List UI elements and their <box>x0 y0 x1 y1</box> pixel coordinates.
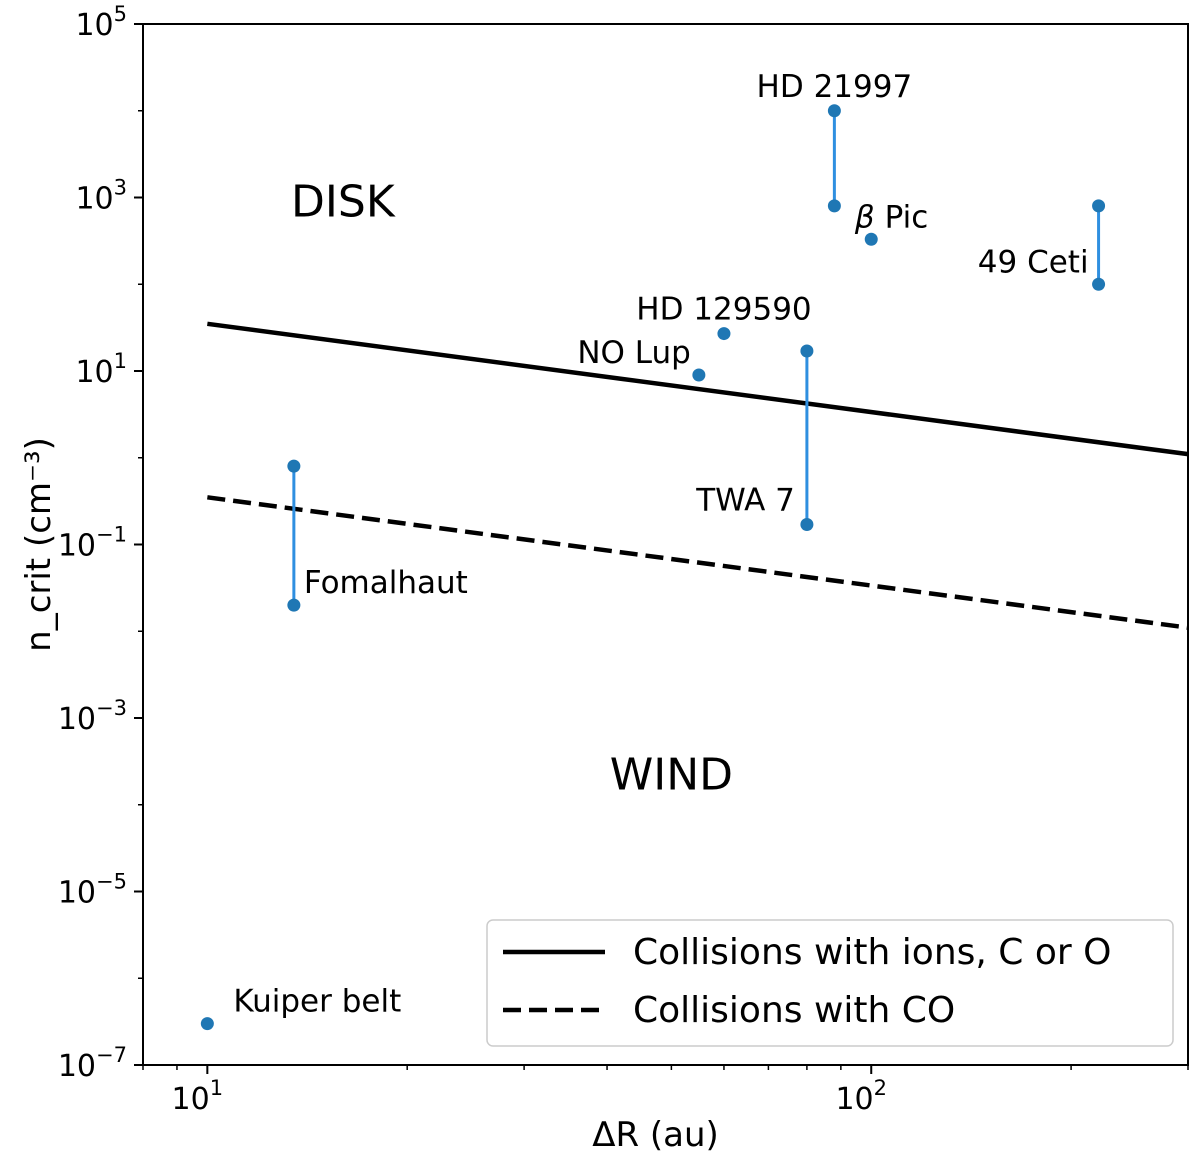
point-hd-21997 <box>827 104 841 118</box>
tick-exp: −1 <box>96 523 127 547</box>
label-prefix: β <box>854 199 885 235</box>
y-tick-label: 10−7 <box>58 1043 127 1084</box>
point-hd-21997 <box>827 199 841 213</box>
point-twa-7 <box>800 518 814 532</box>
series-line-ions <box>207 321 1189 457</box>
region-label-wind: WIND <box>610 749 733 800</box>
point-no-lup <box>692 368 706 382</box>
legend-box <box>486 919 1174 1047</box>
tick-exp: 5 <box>114 2 127 26</box>
y-tick-label: 105 <box>75 2 127 43</box>
label-kuiper-belt: Kuiper belt <box>233 984 401 1020</box>
tick-base: 10 <box>58 529 96 564</box>
point-labels: HD 21997 β Pic 49 Ceti HD 129590 NO Lup TWA 7… <box>233 69 1088 1020</box>
tick-base: 10 <box>835 1082 873 1117</box>
tick-base: 10 <box>75 355 113 390</box>
region-label-disk: DISK <box>291 177 396 228</box>
point-49-ceti <box>1092 277 1106 291</box>
region-labels: DISK WIND <box>291 177 733 801</box>
legend: Collisions with ions, C or O Collisions w… <box>486 919 1174 1047</box>
tick-base: 10 <box>75 182 113 217</box>
y-tick-label: 10−3 <box>58 696 127 737</box>
legend-label-ions: Collisions with ions, C or O <box>633 932 1111 973</box>
y-tick-label: 103 <box>75 176 127 217</box>
tick-exp: −7 <box>96 1043 127 1067</box>
label-hd-21997: HD 21997 <box>757 69 913 105</box>
point-49-ceti <box>1092 199 1106 213</box>
point-fomalhaut <box>287 598 301 612</box>
tick-exp: 1 <box>114 349 127 373</box>
y-tick-label: 10−5 <box>58 870 127 911</box>
tick-base: 10 <box>172 1082 210 1117</box>
series-line-co <box>207 495 1189 630</box>
label-hd-129590: HD 129590 <box>636 292 811 328</box>
y-axis-label: n_crit (cm⁻³) <box>19 437 59 652</box>
tick-exp: 2 <box>874 1076 887 1100</box>
x-axis-label: ΔR (au) <box>592 1115 719 1155</box>
model-lines <box>207 321 1189 630</box>
legend-label-co: Collisions with CO <box>633 990 955 1031</box>
point-kuiper-belt <box>200 1017 214 1031</box>
tick-base: 10 <box>75 8 113 43</box>
x-tick-label: 101 <box>172 1076 224 1117</box>
tick-base: 10 <box>58 1049 96 1084</box>
label-text: Pic <box>885 199 929 235</box>
range-lines <box>292 110 1101 606</box>
tick-exp: −3 <box>96 696 127 720</box>
label-no-lup: NO Lup <box>577 335 691 371</box>
label-pic: β Pic <box>854 199 928 235</box>
point-hd-129590 <box>717 327 731 341</box>
tick-base: 10 <box>58 702 96 737</box>
data-points <box>200 104 1106 1031</box>
tick-exp: 1 <box>210 1076 223 1100</box>
y-tick-label: 101 <box>75 349 127 390</box>
label-49-ceti: 49 Ceti <box>978 244 1089 280</box>
point-fomalhaut <box>287 459 301 473</box>
y-tick-label: 10−1 <box>58 523 127 564</box>
point-twa-7 <box>800 344 814 358</box>
point-pic <box>864 232 878 246</box>
x-tick-label: 102 <box>835 1076 887 1117</box>
tick-base: 10 <box>58 876 96 911</box>
label-twa-7: TWA 7 <box>695 483 795 519</box>
tick-exp: −5 <box>96 870 127 894</box>
tick-exp: 3 <box>114 176 127 200</box>
label-fomalhaut: Fomalhaut <box>304 565 468 601</box>
